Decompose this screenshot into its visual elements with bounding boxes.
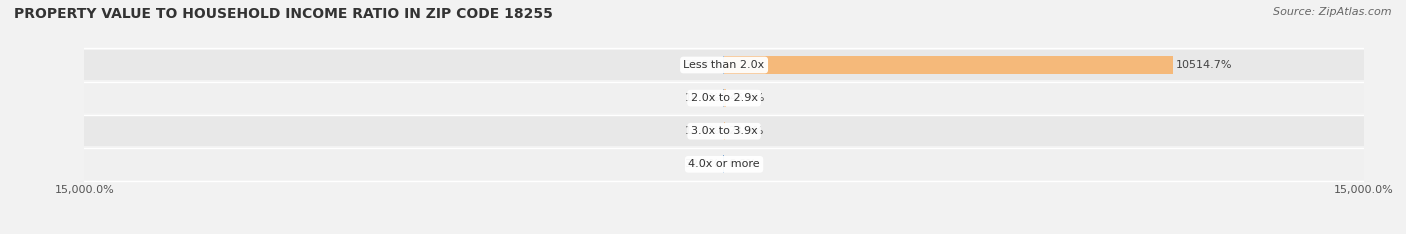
Bar xyxy=(84,116,1364,146)
Text: 3.0x to 3.9x: 3.0x to 3.9x xyxy=(690,126,758,136)
Text: 13.8%: 13.8% xyxy=(685,126,720,136)
Text: 6.6%: 6.6% xyxy=(728,159,756,169)
Text: Less than 2.0x: Less than 2.0x xyxy=(683,60,765,70)
Text: PROPERTY VALUE TO HOUSEHOLD INCOME RATIO IN ZIP CODE 18255: PROPERTY VALUE TO HOUSEHOLD INCOME RATIO… xyxy=(14,7,553,21)
Bar xyxy=(724,56,1173,74)
Bar xyxy=(723,56,724,74)
Text: 4.0x or more: 4.0x or more xyxy=(689,159,759,169)
Text: 23.0%: 23.0% xyxy=(728,126,763,136)
Text: 16.9%: 16.9% xyxy=(685,93,720,103)
Bar xyxy=(84,50,1364,80)
Text: 10514.7%: 10514.7% xyxy=(1175,60,1233,70)
Text: 45.0%: 45.0% xyxy=(730,93,765,103)
Text: Source: ZipAtlas.com: Source: ZipAtlas.com xyxy=(1274,7,1392,17)
Bar xyxy=(84,83,1364,113)
Text: 2.0x to 2.9x: 2.0x to 2.9x xyxy=(690,93,758,103)
Text: 35.8%: 35.8% xyxy=(683,60,718,70)
Text: 32.1%: 32.1% xyxy=(683,159,720,169)
Bar xyxy=(84,149,1364,179)
Bar xyxy=(724,89,725,107)
